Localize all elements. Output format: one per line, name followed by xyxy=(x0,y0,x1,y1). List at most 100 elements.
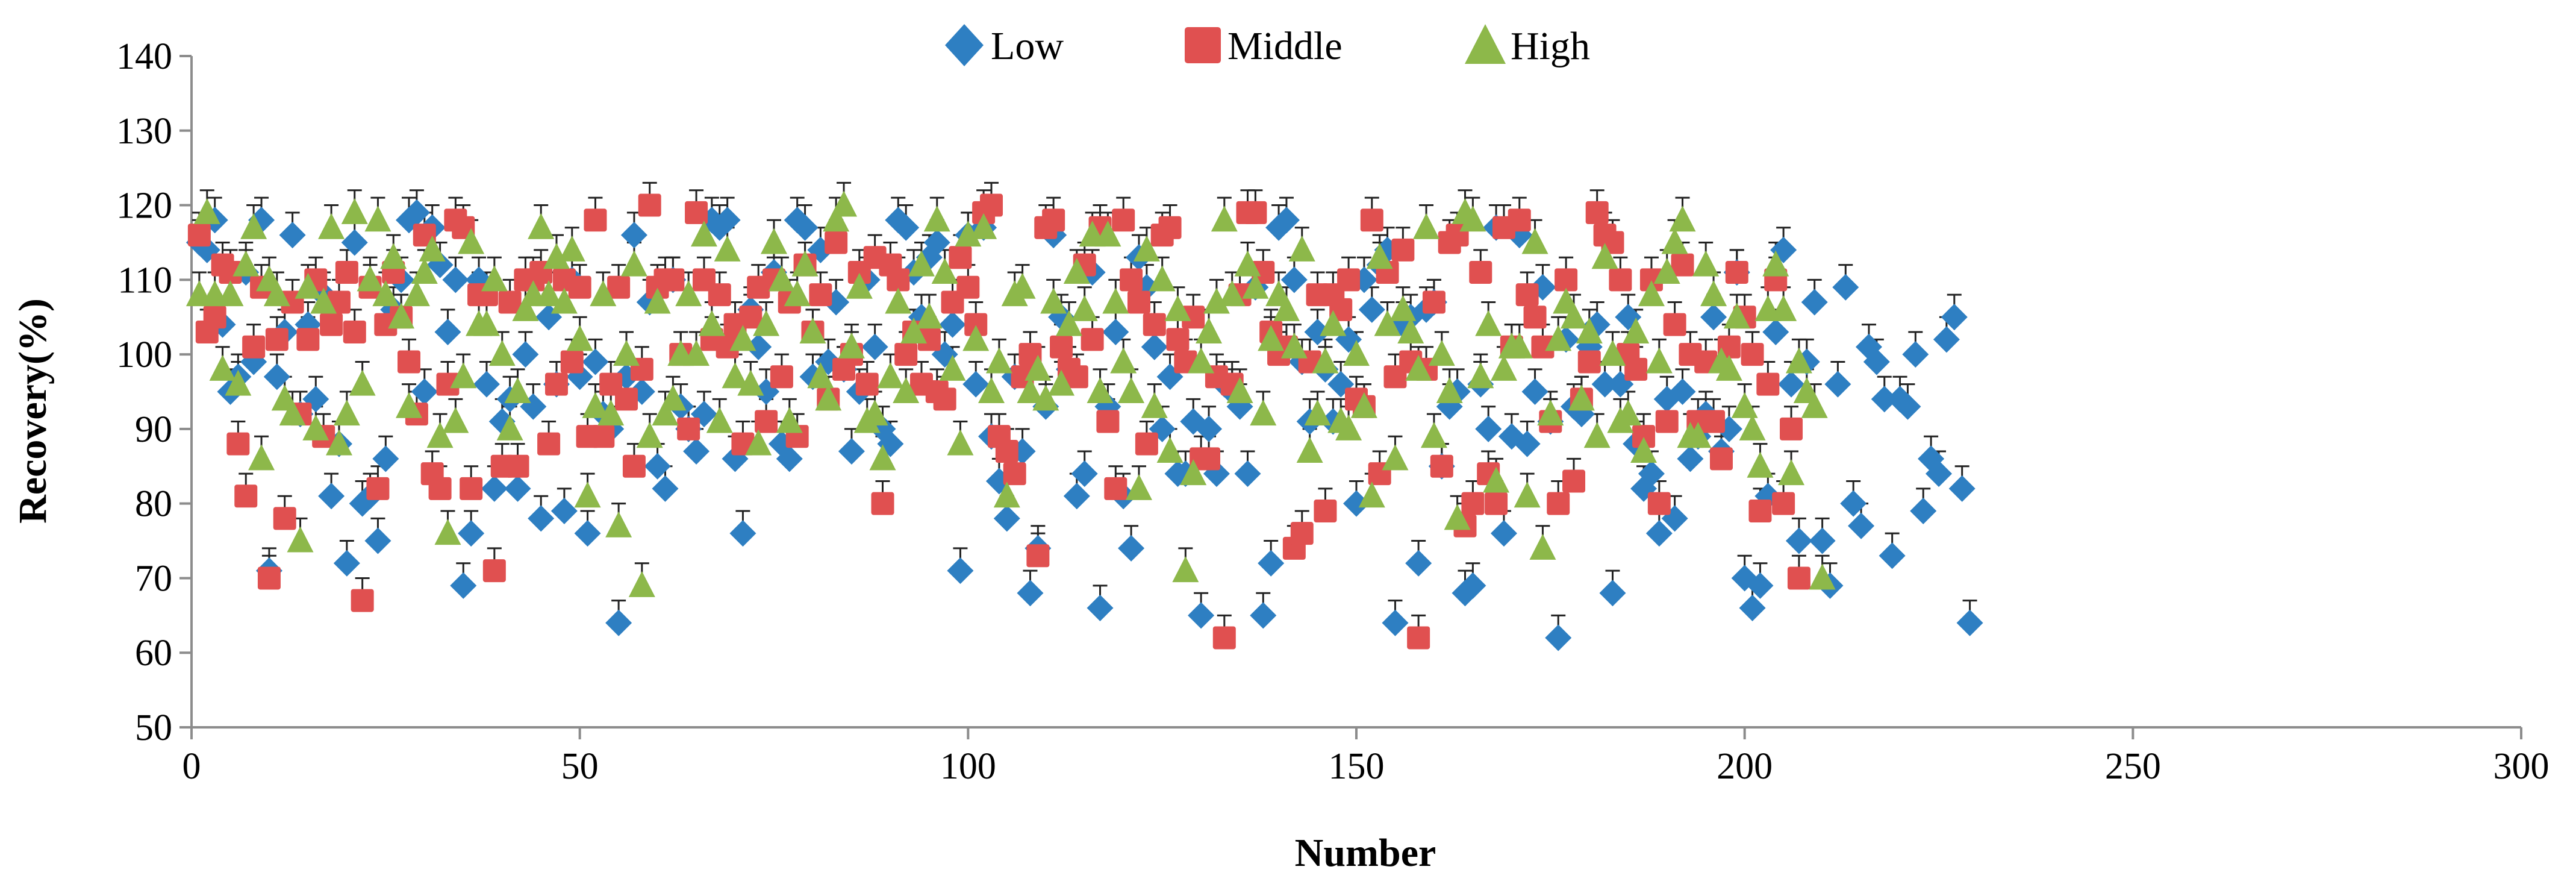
point-middle xyxy=(544,372,568,396)
point-middle xyxy=(871,492,894,515)
point-high xyxy=(1102,287,1129,314)
point-middle xyxy=(1135,432,1158,456)
point-high xyxy=(1809,563,1836,590)
point-high xyxy=(791,250,819,277)
point-middle xyxy=(1065,365,1088,389)
point-high xyxy=(1366,243,1393,269)
point-low xyxy=(1599,580,1626,607)
point-high xyxy=(636,422,663,448)
point-low xyxy=(745,333,772,360)
point-high xyxy=(1094,221,1121,247)
point-high xyxy=(1731,392,1758,418)
point-high xyxy=(287,526,314,553)
point-high xyxy=(1242,272,1269,299)
point-high xyxy=(597,400,625,426)
point-middle xyxy=(265,328,288,351)
point-middle xyxy=(1787,566,1810,590)
point-low xyxy=(434,318,461,345)
point-high xyxy=(1715,354,1742,381)
point-high xyxy=(396,392,423,418)
point-middle xyxy=(1290,522,1314,545)
legend-label-high: High xyxy=(1511,24,1590,68)
y-tick-label: 60 xyxy=(135,633,172,674)
point-high xyxy=(419,235,446,262)
point-low xyxy=(947,557,974,584)
point-high xyxy=(753,310,780,336)
point-middle xyxy=(933,387,956,411)
point-low xyxy=(1382,609,1409,636)
point-high xyxy=(1312,347,1339,374)
point-high xyxy=(1063,257,1090,284)
point-low xyxy=(791,214,819,241)
legend-label-middle: Middle xyxy=(1227,24,1343,68)
point-low xyxy=(1739,594,1766,621)
point-low xyxy=(512,341,539,368)
point-high xyxy=(193,198,220,224)
point-high xyxy=(1630,437,1658,463)
point-low xyxy=(1948,475,1976,502)
x-tick-label: 100 xyxy=(940,746,996,787)
point-high xyxy=(488,340,516,366)
legend-marker-middle xyxy=(1185,27,1221,63)
point-low xyxy=(1700,304,1727,331)
point-high xyxy=(1591,243,1618,269)
point-high xyxy=(846,272,873,299)
point-high xyxy=(729,325,756,351)
point-high xyxy=(1420,422,1447,448)
point-high xyxy=(1770,295,1797,321)
point-low xyxy=(1926,460,1952,487)
point-middle xyxy=(1562,469,1586,493)
point-high xyxy=(737,369,764,396)
point-high xyxy=(1483,466,1510,493)
point-middle xyxy=(506,454,529,478)
point-low xyxy=(1250,602,1277,629)
point-middle xyxy=(1143,313,1166,336)
point-high xyxy=(1537,400,1564,426)
point-high xyxy=(1258,325,1285,351)
point-middle xyxy=(366,477,390,500)
point-high xyxy=(357,265,384,292)
point-high xyxy=(1529,533,1556,560)
point-high xyxy=(333,400,360,426)
point-high xyxy=(1747,451,1774,478)
point-middle xyxy=(1515,283,1539,307)
point-low xyxy=(1778,371,1805,398)
point-middle xyxy=(1166,328,1190,351)
point-high xyxy=(1055,310,1082,336)
point-high xyxy=(403,280,430,307)
point-low xyxy=(776,445,803,472)
point-middle xyxy=(226,432,250,456)
point-high xyxy=(1358,481,1385,508)
y-axis-title: Recovery(%) xyxy=(11,298,55,524)
point-high xyxy=(232,250,260,277)
point-high xyxy=(1196,317,1223,343)
point-high xyxy=(1234,250,1261,277)
point-middle xyxy=(661,268,685,292)
point-high xyxy=(341,198,368,224)
point-low xyxy=(1490,520,1517,547)
point-low xyxy=(962,371,990,398)
point-middle xyxy=(1360,208,1383,232)
point-low xyxy=(861,333,888,360)
point-high xyxy=(1133,235,1160,262)
point-high xyxy=(1382,444,1409,471)
y-tick-label: 110 xyxy=(117,260,172,301)
point-low xyxy=(1280,266,1308,293)
point-low xyxy=(473,371,500,398)
point-low xyxy=(279,222,306,249)
point-high xyxy=(1203,287,1230,314)
point-high xyxy=(310,287,337,314)
point-high xyxy=(1785,347,1812,374)
point-high xyxy=(660,384,687,411)
x-tick-label: 150 xyxy=(1329,746,1385,787)
point-high xyxy=(1172,556,1199,583)
point-high xyxy=(1009,272,1036,299)
point-middle xyxy=(1050,335,1073,359)
point-low xyxy=(939,311,966,338)
point-low xyxy=(1063,483,1090,510)
point-high xyxy=(1087,377,1114,403)
point-low xyxy=(1273,207,1300,234)
point-high xyxy=(1188,347,1215,374)
point-middle xyxy=(335,260,358,284)
point-high xyxy=(652,400,679,426)
